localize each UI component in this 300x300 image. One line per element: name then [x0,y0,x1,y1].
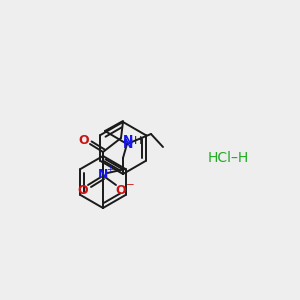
Text: N: N [123,137,133,151]
Text: HCl–H: HCl–H [207,151,249,165]
Text: N: N [98,167,108,181]
Text: O: O [79,134,89,146]
Text: N: N [123,134,133,146]
Text: +: + [106,164,114,173]
Text: O: O [78,184,88,196]
Text: H: H [134,136,142,146]
Text: −: − [126,180,134,190]
Text: O: O [116,184,126,196]
